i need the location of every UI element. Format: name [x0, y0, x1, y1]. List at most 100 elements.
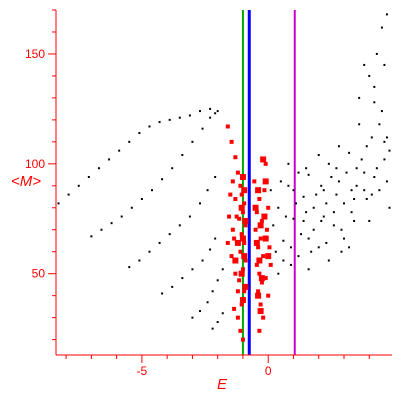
data-point-s3-1 — [239, 174, 246, 181]
data-point-s3-7 — [238, 270, 245, 277]
data-point-s1-52 — [211, 290, 214, 293]
data-point-s1-67 — [317, 246, 320, 249]
data-point-s1-72 — [343, 237, 345, 240]
data-point-s1-91 — [320, 219, 323, 222]
data-point-s2-12 — [242, 240, 247, 245]
data-point-s1-74 — [353, 197, 356, 200]
data-point-s1-49 — [191, 316, 194, 319]
data-point-s1-70 — [332, 211, 335, 214]
data-point-s1-134 — [335, 167, 338, 170]
data-point-s1-82 — [274, 250, 277, 253]
data-point-s1-12 — [168, 118, 171, 121]
data-point-s2-56 — [225, 240, 230, 245]
data-point-s1-16 — [209, 107, 212, 110]
data-point-s1-22 — [130, 206, 133, 209]
data-point-s1-18 — [90, 235, 93, 238]
data-point-s2-38 — [262, 188, 267, 193]
data-point-s3-11 — [252, 204, 259, 211]
data-point-s2-53 — [228, 192, 233, 197]
data-point-s1-15 — [199, 110, 201, 113]
data-point-s1-129 — [373, 176, 376, 179]
data-point-s3-24 — [262, 178, 269, 185]
data-point-s1-45 — [191, 268, 194, 271]
data-point-s1-122 — [302, 219, 305, 222]
data-point-s1-133 — [320, 184, 323, 187]
x-tick-label-2: 0 — [265, 364, 272, 378]
data-point-s1-34 — [148, 250, 151, 253]
data-point-s1-51 — [206, 301, 209, 304]
data-point-s1-144 — [355, 167, 358, 170]
data-point-s2-22 — [252, 179, 257, 184]
data-point-s1-79 — [378, 189, 381, 192]
data-point-s3-4 — [242, 217, 249, 224]
data-point-s1-120 — [383, 63, 386, 66]
data-point-s1-76 — [363, 171, 366, 174]
data-point-s3-9 — [239, 297, 246, 304]
data-point-s1-113 — [358, 96, 361, 99]
data-point-s1-43 — [171, 285, 174, 288]
data-point-s3-13 — [253, 239, 260, 246]
data-point-s1-10 — [148, 125, 151, 128]
data-point-s2-54 — [227, 214, 232, 219]
data-point-s1-69 — [327, 162, 330, 165]
data-point-s2-37 — [263, 161, 268, 166]
data-point-s1-5 — [97, 167, 100, 170]
data-point-s1-62 — [292, 217, 295, 220]
data-point-s1-94 — [335, 193, 338, 196]
data-point-s1-108 — [307, 268, 310, 271]
data-point-s1-13 — [178, 116, 181, 119]
data-point-s2-2 — [229, 139, 234, 144]
y-tick-label-2: 100 — [25, 157, 45, 171]
data-point-s1-112 — [348, 246, 351, 249]
data-point-s1-99 — [360, 158, 363, 161]
data-point-s1-1 — [57, 202, 60, 205]
data-point-s2-19 — [235, 315, 240, 320]
data-point-s1-59 — [277, 206, 280, 209]
data-point-s2-47 — [234, 214, 239, 219]
data-point-s1-66 — [312, 228, 315, 231]
data-point-s1-11 — [158, 121, 161, 124]
data-point-s1-39 — [199, 202, 201, 205]
data-point-s2-20 — [238, 328, 243, 333]
data-point-s2-11 — [239, 232, 244, 237]
data-point-s2-40 — [264, 227, 269, 232]
data-point-s1-80 — [383, 140, 386, 143]
data-point-s1-97 — [350, 211, 353, 214]
data-point-s1-109 — [317, 154, 320, 157]
data-point-s2-30 — [254, 262, 259, 267]
data-point-s1-78 — [373, 101, 376, 104]
data-point-s2-6 — [239, 192, 244, 197]
data-point-s1-29 — [201, 127, 204, 130]
data-point-s2-21 — [240, 337, 245, 342]
data-point-s3-15 — [258, 275, 265, 282]
data-point-s1-33 — [138, 259, 141, 262]
data-point-s2-33 — [256, 289, 261, 294]
data-point-s2-1 — [225, 124, 230, 129]
data-point-s2-41 — [267, 245, 272, 250]
data-point-s1-105 — [269, 189, 272, 192]
data-point-s3-3 — [238, 204, 245, 211]
data-point-s1-44 — [181, 277, 184, 280]
data-point-s1-85 — [289, 263, 292, 266]
data-point-s1-119 — [363, 63, 366, 66]
data-point-s1-35 — [158, 241, 161, 244]
data-point-s1-114 — [368, 74, 371, 77]
data-point-s1-41 — [214, 176, 217, 179]
data-point-s1-77 — [368, 219, 371, 222]
data-point-s2-52 — [232, 306, 237, 311]
data-point-s1-106 — [282, 259, 285, 262]
data-point-s1-93 — [330, 176, 333, 179]
data-point-s1-25 — [161, 178, 164, 181]
y-tick-label-1: 50 — [32, 267, 46, 281]
data-point-s1-143 — [340, 250, 343, 253]
data-point-s3-20 — [265, 253, 272, 260]
data-point-s1-47 — [209, 248, 212, 251]
data-point-s2-5 — [238, 183, 243, 188]
data-point-s1-103 — [380, 110, 383, 113]
data-point-s2-7 — [242, 201, 247, 206]
data-point-s2-35 — [261, 315, 266, 320]
data-point-s3-14 — [256, 257, 263, 264]
data-point-s3-23 — [232, 257, 239, 264]
data-point-s2-48 — [232, 236, 237, 241]
